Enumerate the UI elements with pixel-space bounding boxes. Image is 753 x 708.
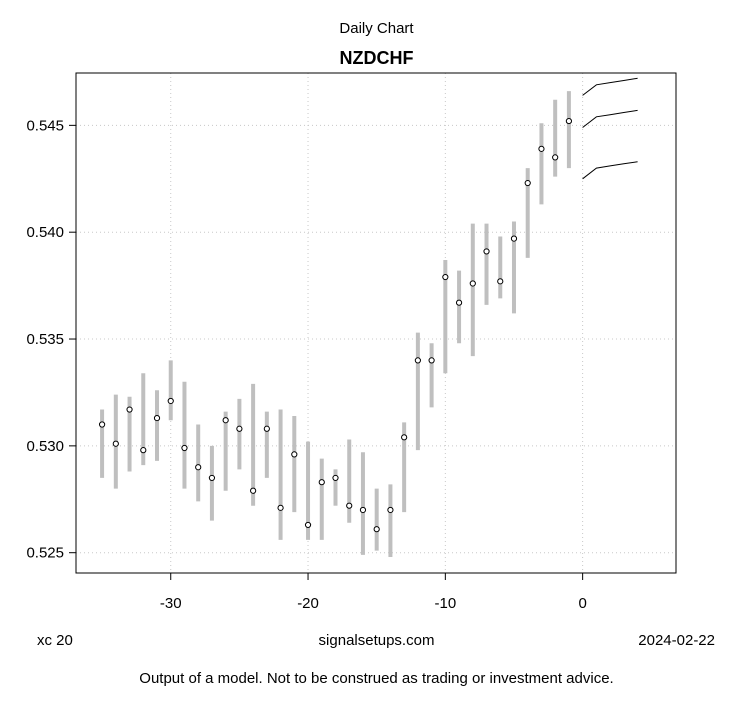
close-point xyxy=(414,357,421,364)
close-point xyxy=(112,440,119,447)
close-point xyxy=(538,145,545,152)
close-point xyxy=(483,248,490,255)
forecast-line xyxy=(582,109,638,128)
x-tick-label: -20 xyxy=(297,595,319,612)
x-tick-label: -10 xyxy=(434,595,456,612)
close-point xyxy=(222,417,229,424)
x-tick-label: 0 xyxy=(578,595,586,612)
forecast-lines xyxy=(582,77,638,180)
close-point xyxy=(510,235,518,242)
close-point xyxy=(263,425,270,432)
disclaimer-text: Output of a model. Not to be construed a… xyxy=(139,670,614,687)
close-point xyxy=(236,425,243,432)
close-point xyxy=(153,414,161,422)
close-point xyxy=(442,273,449,281)
close-point xyxy=(98,421,106,428)
y-tick-label: 0.525 xyxy=(26,545,64,562)
y-tick-label: 0.540 xyxy=(26,224,64,241)
close-point xyxy=(565,117,573,125)
x-tick-label: -30 xyxy=(160,595,182,612)
y-tick-label: 0.545 xyxy=(26,117,64,134)
close-point xyxy=(304,521,312,529)
close-point xyxy=(208,474,216,482)
axes: -30 -20 -10 0 0.525 0.530 0.535 0.540 0.545 xyxy=(26,117,586,612)
close-point xyxy=(401,434,408,441)
close-point xyxy=(250,487,257,494)
close-point xyxy=(181,444,188,452)
footer-left-label: xc 20 xyxy=(37,632,73,649)
close-point xyxy=(455,299,463,306)
close-point xyxy=(346,502,353,509)
range-bars xyxy=(100,91,571,557)
chart-title: NZDCHF xyxy=(339,48,414,68)
forecast-line xyxy=(582,161,638,180)
close-points xyxy=(98,117,573,533)
forecast-line xyxy=(582,77,638,96)
y-tick-label: 0.535 xyxy=(26,331,64,348)
footer-date-label: 2024-02-22 xyxy=(638,632,715,649)
close-point xyxy=(359,506,367,514)
chart-subtitle: Daily Chart xyxy=(339,20,414,37)
close-point xyxy=(126,406,133,413)
close-point xyxy=(318,479,325,486)
close-point xyxy=(140,447,147,454)
close-point xyxy=(195,464,202,471)
close-point xyxy=(524,179,531,187)
close-point xyxy=(332,474,339,482)
close-point xyxy=(552,154,559,161)
close-point xyxy=(387,506,394,514)
close-point xyxy=(373,526,380,533)
y-tick-label: 0.530 xyxy=(26,438,64,455)
close-point xyxy=(497,278,504,285)
plot-frame xyxy=(75,72,677,574)
close-point xyxy=(428,357,435,364)
close-point xyxy=(291,451,298,458)
footer-site-label: signalsetups.com xyxy=(318,632,435,649)
close-point xyxy=(167,397,174,405)
close-point xyxy=(469,280,476,287)
close-point xyxy=(277,504,284,511)
